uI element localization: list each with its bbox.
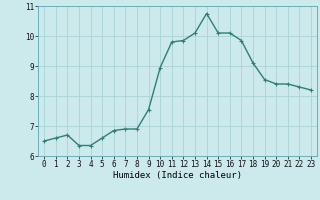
X-axis label: Humidex (Indice chaleur): Humidex (Indice chaleur) [113, 171, 242, 180]
